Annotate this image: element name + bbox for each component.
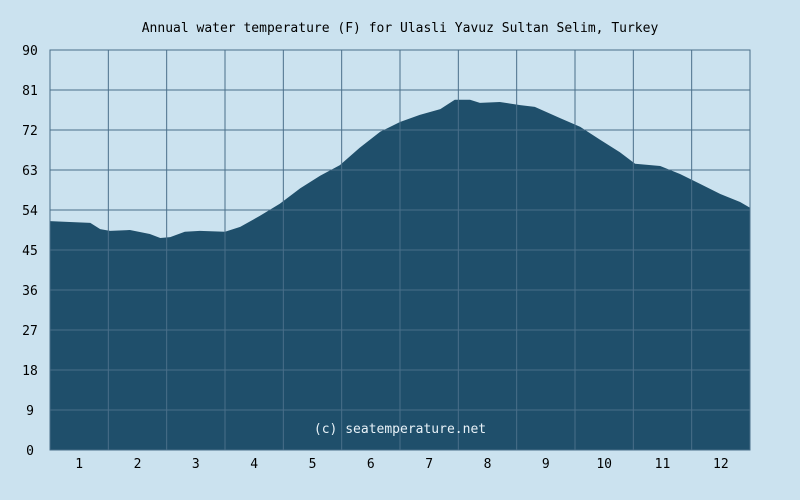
y-tick-label: 54 — [22, 204, 38, 219]
x-tick-label: 9 — [542, 457, 550, 472]
x-tick-label: 10 — [596, 457, 612, 472]
y-tick-label: 27 — [22, 324, 38, 339]
chart-title: Annual water temperature (F) for Ulasli … — [142, 21, 659, 36]
y-tick-label: 0 — [26, 444, 34, 459]
x-tick-label: 3 — [192, 457, 200, 472]
y-tick-label: 9 — [26, 404, 34, 419]
x-tick-label: 5 — [309, 457, 317, 472]
x-tick-label: 11 — [655, 457, 671, 472]
x-tick-label: 12 — [713, 457, 729, 472]
y-tick-label: 63 — [22, 164, 38, 179]
x-tick-label: 7 — [425, 457, 433, 472]
y-tick-label: 45 — [22, 244, 38, 259]
plot-border — [49, 49, 751, 451]
x-tick-label: 1 — [75, 457, 83, 472]
x-tick-label: 2 — [134, 457, 142, 472]
y-tick-label: 81 — [22, 84, 38, 99]
y-tick-label: 18 — [22, 364, 38, 379]
x-tick-label: 8 — [484, 457, 492, 472]
y-tick-label: 36 — [22, 284, 38, 299]
watermark: (c) seatemperature.net — [314, 422, 486, 437]
x-tick-label: 6 — [367, 457, 375, 472]
x-tick-label: 4 — [250, 457, 258, 472]
y-tick-label: 90 — [22, 44, 38, 59]
y-tick-label: 72 — [22, 124, 38, 139]
